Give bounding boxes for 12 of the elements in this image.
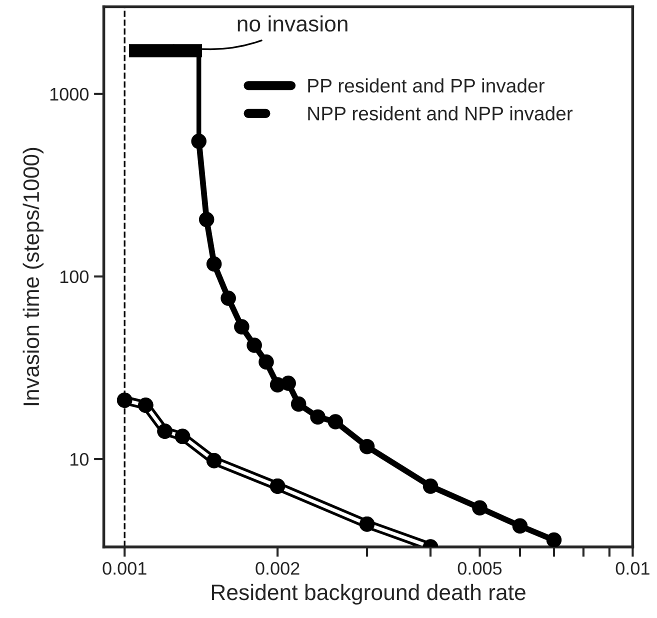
annotation: no invasion <box>238 15 348 32</box>
x-tick-label: 0.002 <box>256 562 300 575</box>
x-axis-title: Resident background death rate <box>212 584 526 605</box>
legend-label: PP resident and PP invader <box>308 78 544 93</box>
y-tick-label: 100 <box>60 270 89 284</box>
x-tick-label: 0.001 <box>102 562 146 575</box>
x-tick-label: 0.01 <box>616 562 650 575</box>
y-tick-label: 1000 <box>50 88 89 101</box>
x-tick-label: 0.005 <box>458 562 502 575</box>
legend-label: NPP resident and NPP invader <box>308 106 573 120</box>
y-axis-title: Invasion time (steps/1000) <box>22 148 44 406</box>
y-tick-label: 10 <box>70 452 89 466</box>
